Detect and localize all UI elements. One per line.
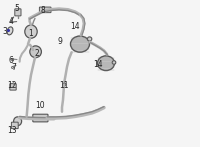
Ellipse shape bbox=[14, 117, 22, 126]
Text: 5: 5 bbox=[15, 4, 19, 13]
Text: 12: 12 bbox=[8, 81, 17, 90]
Text: 6: 6 bbox=[9, 56, 13, 65]
Ellipse shape bbox=[98, 56, 114, 71]
FancyBboxPatch shape bbox=[39, 7, 51, 13]
Text: 9: 9 bbox=[58, 37, 62, 46]
Text: 4: 4 bbox=[9, 17, 13, 26]
FancyBboxPatch shape bbox=[11, 122, 18, 129]
Ellipse shape bbox=[112, 61, 116, 64]
Ellipse shape bbox=[87, 37, 92, 41]
Text: 2: 2 bbox=[35, 49, 39, 58]
FancyBboxPatch shape bbox=[33, 114, 48, 122]
Text: 3: 3 bbox=[3, 27, 7, 36]
FancyBboxPatch shape bbox=[10, 84, 16, 90]
Text: 7: 7 bbox=[11, 63, 16, 72]
Ellipse shape bbox=[70, 36, 90, 52]
Text: 8: 8 bbox=[41, 6, 45, 15]
Ellipse shape bbox=[7, 27, 13, 35]
FancyBboxPatch shape bbox=[15, 9, 21, 16]
Text: 10: 10 bbox=[35, 101, 44, 110]
Ellipse shape bbox=[30, 46, 41, 58]
Text: 13: 13 bbox=[8, 126, 17, 135]
Text: 14: 14 bbox=[93, 60, 103, 69]
Text: 1: 1 bbox=[29, 29, 33, 38]
Ellipse shape bbox=[25, 25, 37, 38]
Text: 14: 14 bbox=[70, 22, 80, 31]
Text: 11: 11 bbox=[59, 81, 69, 91]
